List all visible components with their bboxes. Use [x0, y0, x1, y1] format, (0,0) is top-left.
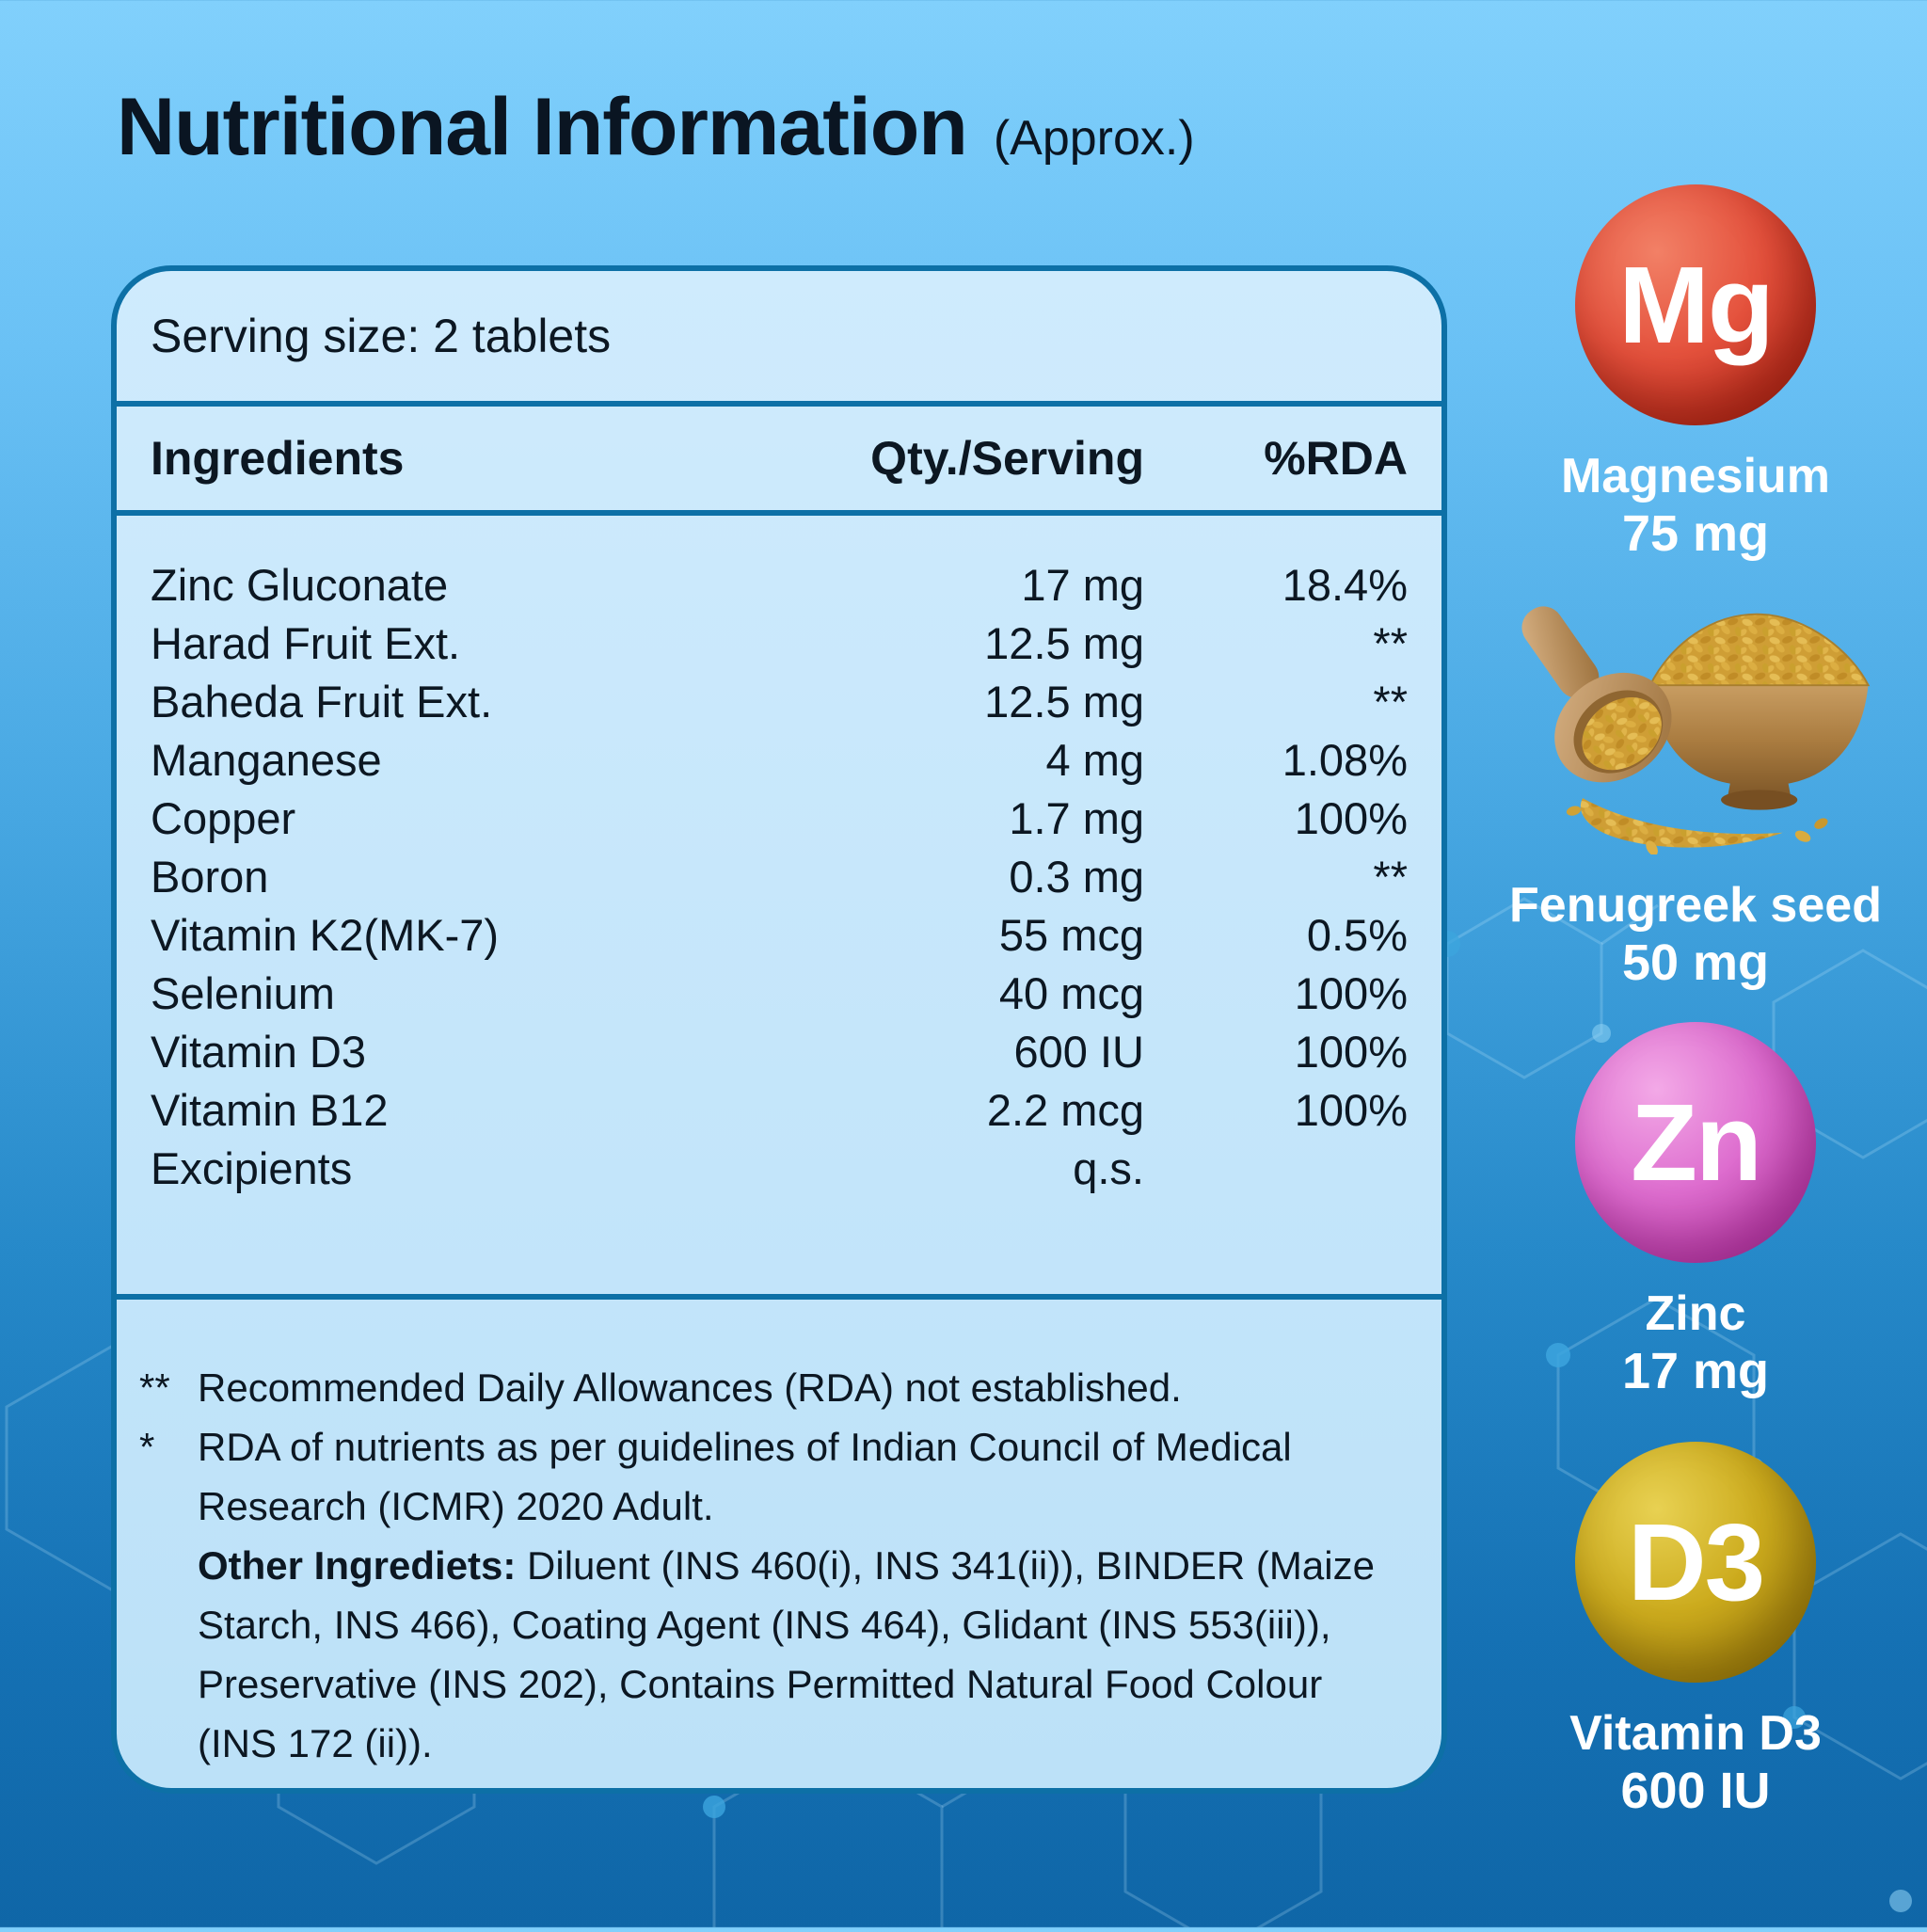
badge-name: Magnesium — [1560, 449, 1831, 503]
header-ingredients: Ingredients — [151, 432, 405, 485]
ingredient-qty: 55 mcg — [998, 909, 1144, 960]
ingredient-rda: 100% — [1294, 1026, 1408, 1077]
ingredient-name: Vitamin K2(MK-7) — [151, 909, 500, 960]
badge-amount: 17 mg — [1621, 1343, 1770, 1399]
other-ingredients-text: Diluent (INS 460(i), INS 341(ii)), BINDE… — [198, 1543, 1375, 1765]
fenugreek-seed-image — [1521, 606, 1871, 854]
page-title-approx: (Approx.) — [993, 111, 1195, 166]
table-row: Excipients q.s. — [151, 1139, 1408, 1197]
ingredient-rda: ** — [1373, 851, 1408, 902]
ingredient-name: Vitamin D3 — [151, 1026, 367, 1077]
header-qty-per-serving: Qty./Serving — [870, 432, 1144, 485]
ingredient-name: Baheda Fruit Ext. — [151, 676, 493, 726]
ingredient-qty: 600 IU — [1013, 1026, 1144, 1077]
ingredient-qty: 17 mg — [1021, 559, 1144, 610]
ingredient-name: Manganese — [151, 734, 382, 785]
table-row: Vitamin D3 600 IU 100% — [151, 1022, 1408, 1080]
table-header: Ingredients Qty./Serving %RDA — [117, 407, 1441, 516]
other-ingredients-label: Other Ingrediets: — [198, 1543, 517, 1588]
serving-size-text: Serving size: 2 tablets — [151, 310, 612, 362]
badge-magnesium: Mg Magnesium 75 mg — [1479, 184, 1912, 563]
ingredient-qty: 12.5 mg — [984, 617, 1144, 668]
other-ingredients-note: Other Ingrediets: Diluent (INS 460(i), I… — [198, 1536, 1393, 1773]
ingredient-rda: 1.08% — [1282, 734, 1408, 785]
ingredient-name: Zinc Gluconate — [151, 559, 449, 610]
ingredient-qty: 2.2 mcg — [986, 1084, 1144, 1135]
ingredient-qty: 12.5 mg — [984, 676, 1144, 726]
ingredient-qty: q.s. — [1073, 1142, 1144, 1193]
ingredient-rda: 0.5% — [1306, 909, 1408, 960]
badge-name: Vitamin D3 — [1569, 1706, 1822, 1761]
ingredient-rda: 100% — [1294, 792, 1408, 843]
ingredient-rda: 100% — [1294, 1084, 1408, 1135]
table-row: Vitamin B12 2.2 mcg 100% — [151, 1080, 1408, 1139]
ingredient-name: Boron — [151, 851, 269, 902]
ingredient-name: Copper — [151, 792, 296, 843]
table-row: Manganese 4 mg 1.08% — [151, 730, 1408, 789]
table-row: Baheda Fruit Ext. 12.5 mg ** — [151, 672, 1408, 730]
table-row: Copper 1.7 mg 100% — [151, 789, 1408, 847]
ingredients-table: Zinc Gluconate 17 mg 18.4% Harad Fruit E… — [117, 516, 1441, 1294]
ingredient-name: Harad Fruit Ext. — [151, 617, 461, 668]
table-row: Boron 0.3 mg ** — [151, 847, 1408, 905]
badge-fenugreek-seed: Fenugreek seed 50 mg — [1479, 582, 1912, 992]
ingredient-qty: 1.7 mg — [1009, 792, 1144, 843]
badge-amount: 75 mg — [1621, 505, 1770, 562]
ingredient-rda: ** — [1373, 676, 1408, 726]
serving-size-row: Serving size: 2 tablets — [117, 271, 1441, 407]
page-title: Nutritional Information (Approx.) — [117, 81, 1195, 174]
ingredient-name: Vitamin B12 — [151, 1084, 389, 1135]
page-title-main: Nutritional Information — [117, 82, 968, 172]
zinc-sphere-icon: Zn — [1575, 1022, 1816, 1263]
badge-name: Zinc — [1645, 1286, 1746, 1341]
ingredient-qty: 0.3 mg — [1009, 851, 1144, 902]
footnote-rda-guidelines: * RDA of nutrients as per guidelines of … — [139, 1417, 1393, 1536]
table-row: Harad Fruit Ext. 12.5 mg ** — [151, 614, 1408, 672]
table-row: Selenium 40 mcg 100% — [151, 964, 1408, 1022]
footnote-text: RDA of nutrients as per guidelines of In… — [198, 1425, 1292, 1528]
badge-vitamin-d3: D3 Vitamin D3 600 IU — [1479, 1442, 1912, 1820]
footnote-marker: ** — [139, 1365, 170, 1410]
table-row: Vitamin K2(MK-7) 55 mcg 0.5% — [151, 905, 1408, 964]
vitamin-d3-sphere-icon: D3 — [1575, 1442, 1816, 1683]
badge-name: Fenugreek seed — [1509, 878, 1882, 933]
zinc-symbol: Zn — [1631, 1081, 1762, 1204]
footnote-text: Recommended Daily Allowances (RDA) not e… — [198, 1365, 1182, 1410]
badge-amount: 600 IU — [1620, 1763, 1771, 1819]
badge-amount: 50 mg — [1621, 934, 1770, 991]
ingredient-rda: ** — [1373, 617, 1408, 668]
header-rda-percent: %RDA — [1264, 432, 1408, 485]
ingredient-rda: 18.4% — [1282, 559, 1408, 610]
ingredient-qty: 40 mcg — [998, 967, 1144, 1018]
magnesium-symbol: Mg — [1618, 244, 1774, 366]
footnote-rda-not-established: ** Recommended Daily Allowances (RDA) no… — [139, 1358, 1393, 1417]
badge-zinc: Zn Zinc 17 mg — [1479, 1022, 1912, 1400]
magnesium-sphere-icon: Mg — [1575, 184, 1816, 425]
ingredient-qty: 4 mg — [1045, 734, 1145, 785]
table-row: Zinc Gluconate 17 mg 18.4% — [151, 555, 1408, 614]
nutrition-card: Serving size: 2 tablets Ingredients Qty.… — [111, 265, 1447, 1794]
ingredient-name: Excipients — [151, 1142, 353, 1193]
ingredient-rda: 100% — [1294, 967, 1408, 1018]
footnotes: ** Recommended Daily Allowances (RDA) no… — [117, 1300, 1441, 1788]
table-footnote-divider — [117, 1294, 1441, 1300]
footnote-marker: * — [139, 1425, 155, 1469]
ingredient-name: Selenium — [151, 967, 335, 1018]
vitamin-d3-symbol: D3 — [1627, 1501, 1765, 1623]
